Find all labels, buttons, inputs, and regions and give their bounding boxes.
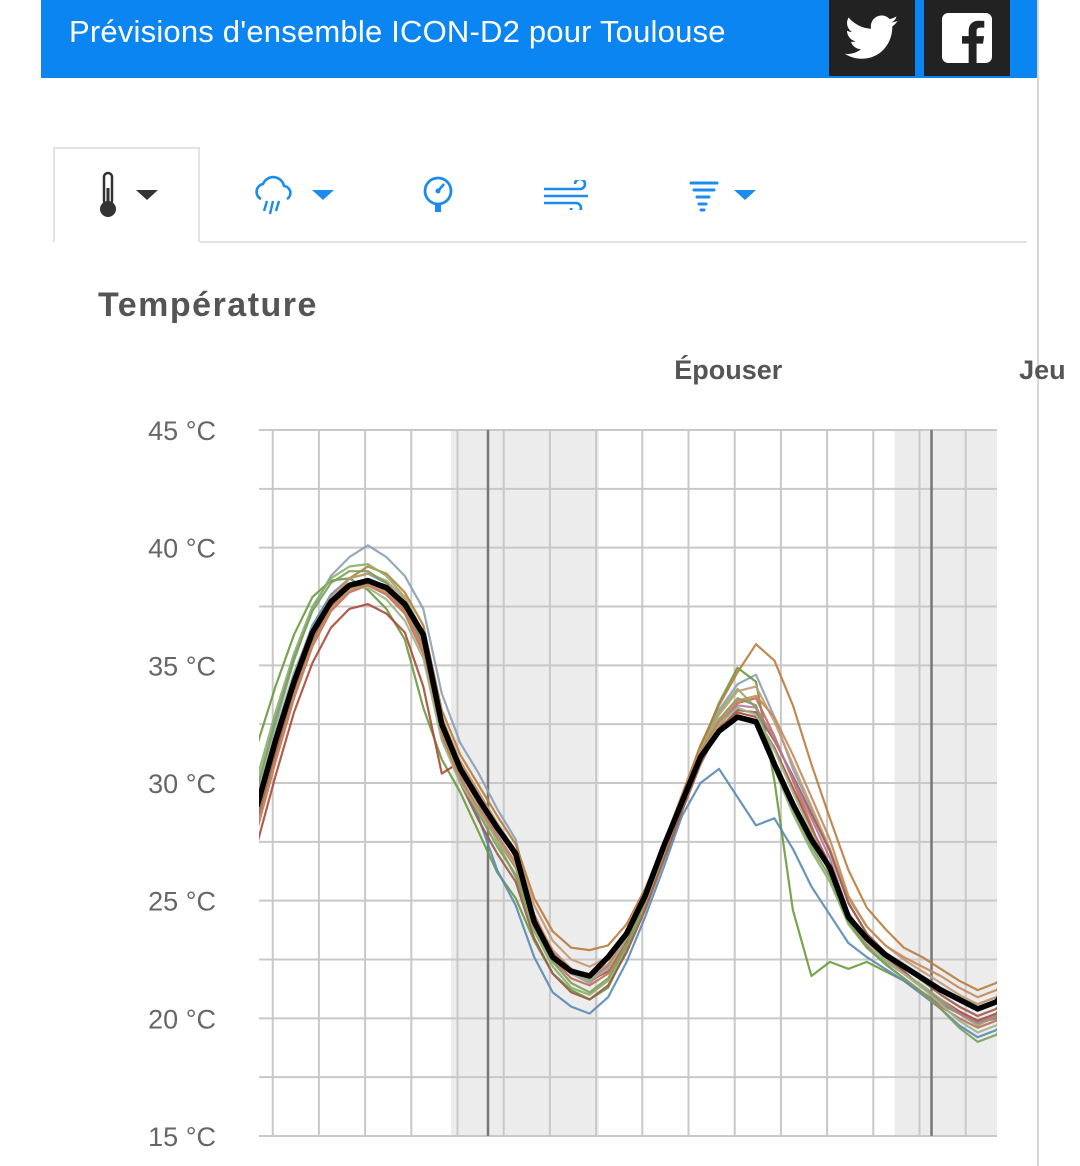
day-label: Jeu (1019, 355, 1066, 385)
forecast-widget: Prévisions d'ensemble ICON-D2 pour Toulo… (41, 0, 1039, 1166)
header-bar: Prévisions d'ensemble ICON-D2 pour Toulo… (41, 0, 1037, 78)
twitter-share-button[interactable] (829, 0, 915, 76)
tab-storm[interactable] (673, 147, 773, 243)
y-tick-label: 15 °C (148, 1122, 216, 1152)
gauge-icon (423, 176, 453, 212)
ensemble-mean-line (259, 577, 997, 1012)
tornado-icon (689, 181, 719, 212)
rain-cloud-icon (255, 175, 292, 215)
y-tick-label: 20 °C (148, 1004, 216, 1034)
thermometer-icon (99, 171, 116, 217)
page-title: Prévisions d'ensemble ICON-D2 pour Toulo… (69, 14, 726, 49)
y-tick-label: 35 °C (148, 651, 216, 681)
chevron-down-icon (734, 190, 756, 200)
tab-wind[interactable] (533, 147, 603, 243)
chevron-down-icon (312, 190, 334, 200)
tab-temperature[interactable] (53, 147, 200, 243)
facebook-icon (942, 13, 992, 63)
wind-icon (544, 180, 588, 210)
y-tick-label: 25 °C (148, 887, 216, 917)
twitter-icon (845, 15, 899, 59)
chevron-down-icon (135, 190, 158, 200)
tab-pressure[interactable] (408, 147, 468, 243)
y-tick-label: 30 °C (148, 769, 216, 799)
chart-section-title: Température (98, 286, 318, 324)
y-tick-label: 40 °C (148, 534, 216, 564)
y-tick-label: 45 °C (148, 416, 216, 446)
facebook-share-button[interactable] (924, 0, 1010, 76)
day-label: Épouser (674, 354, 783, 385)
tab-precipitation[interactable] (238, 147, 348, 243)
variable-tabs (53, 147, 1027, 243)
